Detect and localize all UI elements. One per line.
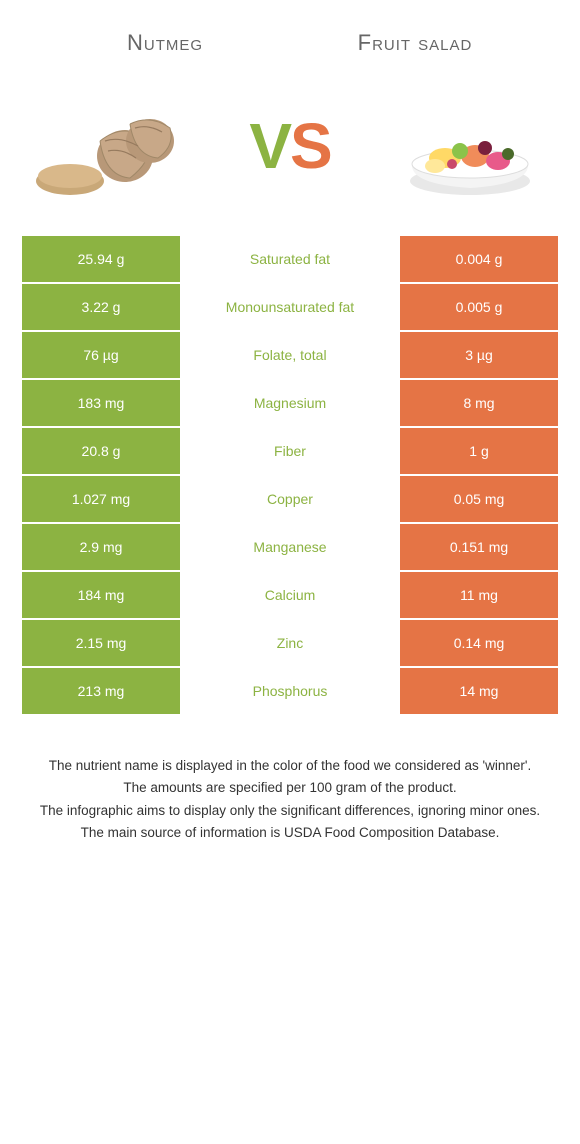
cell-nutrient-label: Monounsaturated fat: [180, 284, 400, 330]
cell-nutrient-label: Zinc: [180, 620, 400, 666]
table-row: 76 µgFolate, total3 µg: [22, 332, 558, 380]
table-row: 1.027 mgCopper0.05 mg: [22, 476, 558, 524]
cell-left-value: 2.9 mg: [22, 524, 180, 570]
nutmeg-icon: [30, 86, 190, 206]
table-row: 183 mgMagnesium8 mg: [22, 380, 558, 428]
fruit-salad-image: [390, 86, 550, 206]
cell-nutrient-label: Manganese: [180, 524, 400, 570]
cell-nutrient-label: Magnesium: [180, 380, 400, 426]
footer-line-3: The infographic aims to display only the…: [22, 801, 558, 821]
infographic-container: Nutmeg Fruit salad VS: [0, 0, 580, 843]
comparison-table: 25.94 gSaturated fat0.004 g3.22 gMonouns…: [0, 236, 580, 716]
cell-left-value: 1.027 mg: [22, 476, 180, 522]
cell-left-value: 183 mg: [22, 380, 180, 426]
cell-right-value: 8 mg: [400, 380, 558, 426]
cell-nutrient-label: Folate, total: [180, 332, 400, 378]
table-row: 213 mgPhosphorus14 mg: [22, 668, 558, 716]
cell-left-value: 76 µg: [22, 332, 180, 378]
vs-label: VS: [249, 114, 330, 178]
cell-right-value: 14 mg: [400, 668, 558, 714]
vs-letter-s: S: [290, 110, 331, 182]
cell-left-value: 25.94 g: [22, 236, 180, 282]
table-row: 3.22 gMonounsaturated fat0.005 g: [22, 284, 558, 332]
cell-nutrient-label: Saturated fat: [180, 236, 400, 282]
cell-right-value: 3 µg: [400, 332, 558, 378]
cell-right-value: 0.151 mg: [400, 524, 558, 570]
table-row: 20.8 gFiber1 g: [22, 428, 558, 476]
header-title-right: Fruit salad: [290, 30, 540, 56]
table-row: 25.94 gSaturated fat0.004 g: [22, 236, 558, 284]
cell-right-value: 0.005 g: [400, 284, 558, 330]
cell-right-value: 0.05 mg: [400, 476, 558, 522]
cell-right-value: 11 mg: [400, 572, 558, 618]
footer-line-1: The nutrient name is displayed in the co…: [22, 756, 558, 776]
footer-notes: The nutrient name is displayed in the co…: [0, 716, 580, 843]
cell-left-value: 3.22 g: [22, 284, 180, 330]
header: Nutmeg Fruit salad: [0, 0, 580, 66]
cell-nutrient-label: Fiber: [180, 428, 400, 474]
cell-right-value: 0.004 g: [400, 236, 558, 282]
fruit-salad-icon: [390, 86, 550, 206]
cell-nutrient-label: Calcium: [180, 572, 400, 618]
cell-left-value: 213 mg: [22, 668, 180, 714]
table-row: 2.15 mgZinc0.14 mg: [22, 620, 558, 668]
cell-nutrient-label: Copper: [180, 476, 400, 522]
vs-letter-v: V: [249, 110, 290, 182]
table-row: 2.9 mgManganese0.151 mg: [22, 524, 558, 572]
hero-row: VS: [0, 66, 580, 236]
cell-left-value: 2.15 mg: [22, 620, 180, 666]
cell-right-value: 0.14 mg: [400, 620, 558, 666]
cell-nutrient-label: Phosphorus: [180, 668, 400, 714]
cell-left-value: 20.8 g: [22, 428, 180, 474]
footer-line-4: The main source of information is USDA F…: [22, 823, 558, 843]
footer-line-2: The amounts are specified per 100 gram o…: [22, 778, 558, 798]
table-row: 184 mgCalcium11 mg: [22, 572, 558, 620]
header-title-left: Nutmeg: [40, 30, 290, 56]
cell-right-value: 1 g: [400, 428, 558, 474]
cell-left-value: 184 mg: [22, 572, 180, 618]
nutmeg-image: [30, 86, 190, 206]
